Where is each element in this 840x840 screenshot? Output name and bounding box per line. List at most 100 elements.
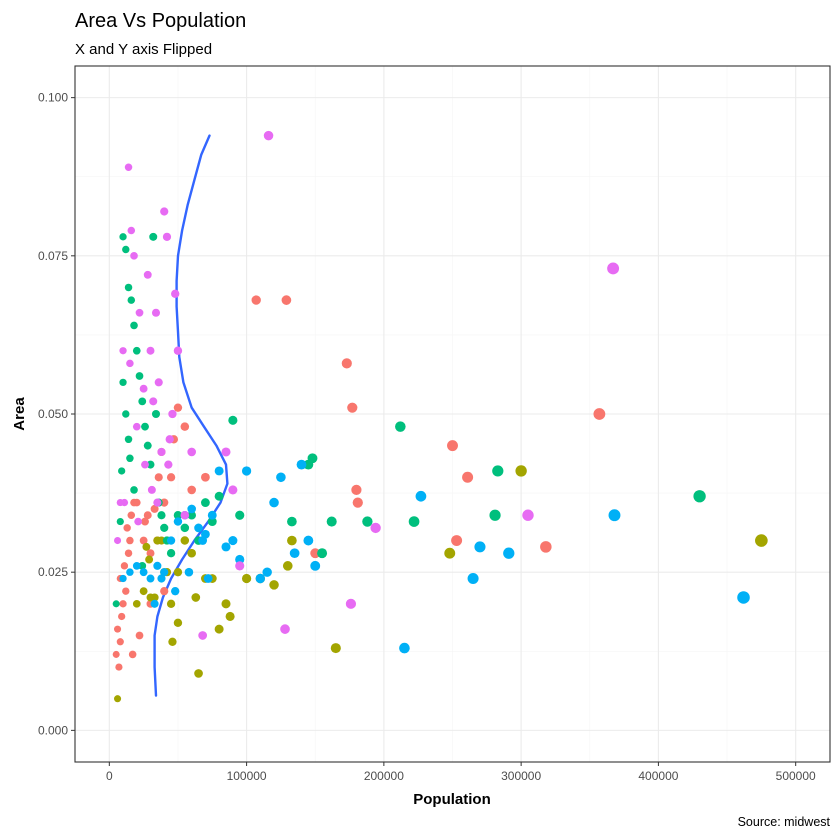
scatter-point: [157, 574, 166, 583]
scatter-point: [608, 509, 621, 522]
scatter-point: [310, 548, 321, 559]
scatter-point: [180, 510, 190, 520]
scatter-point: [540, 541, 552, 553]
scatter-point: [132, 346, 141, 355]
scatter-point: [173, 511, 183, 520]
scatter-point: [187, 548, 196, 558]
scatter-point: [317, 548, 328, 559]
y-axis-title: Area: [11, 397, 28, 431]
scatter-point: [194, 523, 203, 533]
scatter-point: [160, 568, 169, 577]
scatter-point: [115, 663, 123, 671]
scatter-point: [515, 465, 527, 477]
scatter-point: [241, 573, 252, 584]
points: [112, 130, 768, 703]
scatter-point: [123, 524, 131, 532]
scatter-point: [173, 403, 183, 412]
scatter-point: [146, 460, 155, 469]
grid: [75, 66, 830, 762]
scatter-point: [162, 232, 172, 241]
scatter-point: [151, 409, 161, 419]
scatter-point: [164, 460, 173, 469]
scatter-point: [474, 541, 486, 553]
scatter-point: [492, 465, 504, 477]
scatter-point: [122, 410, 130, 418]
scatter-point: [522, 509, 534, 521]
scatter-point: [228, 415, 238, 425]
scatter-point: [132, 422, 141, 431]
scatter-point: [150, 593, 159, 602]
scatter-point: [214, 491, 224, 501]
scatter-point: [221, 599, 231, 609]
scatter-point: [119, 600, 127, 608]
scatter-point: [126, 359, 134, 368]
scatter-point: [326, 516, 337, 527]
scatter-point: [130, 486, 138, 494]
scatter-point: [171, 289, 180, 298]
y-axis: 0.000 0.025 0.050 0.075 0.100: [38, 91, 75, 737]
y-tick-label: 0.050: [38, 407, 68, 421]
y-tick-label: 0.025: [38, 565, 68, 579]
scatter-point: [207, 510, 217, 520]
x-tick-label: 200000: [364, 769, 404, 783]
scatter-point: [114, 625, 122, 633]
scatter-point: [112, 650, 120, 658]
scatter-point: [467, 572, 479, 585]
scatter-point: [201, 498, 210, 507]
scatter-point: [173, 517, 183, 526]
scatter-point: [154, 378, 163, 387]
scatter-point: [173, 567, 183, 577]
scatter-point: [124, 163, 133, 171]
scatter-point: [351, 484, 362, 496]
scatter-point: [119, 233, 127, 241]
scatter-point: [157, 511, 166, 520]
scatter-point: [221, 542, 231, 552]
scatter-point: [395, 421, 406, 432]
scatter-point: [151, 308, 161, 317]
x-axis-title: Population: [413, 791, 491, 808]
y-tick-label: 0.100: [38, 91, 68, 105]
scatter-point: [187, 504, 196, 514]
scatter-point: [135, 631, 144, 640]
scatter-point: [153, 498, 162, 507]
scatter-point: [408, 516, 420, 527]
scatter-point: [114, 695, 122, 703]
scatter-point: [143, 511, 152, 520]
scatter-point: [160, 587, 169, 596]
scatter-point: [187, 485, 196, 495]
scatter-point: [119, 347, 127, 355]
scatter-point: [135, 372, 144, 380]
scatter-point: [345, 598, 357, 609]
scatter-point: [207, 517, 217, 527]
x-tick-label: 100000: [227, 769, 267, 783]
scatter-point: [203, 574, 213, 583]
scatter-point: [122, 587, 130, 595]
scatter-point: [198, 631, 208, 640]
scatter-point: [126, 536, 134, 545]
scatter-point: [138, 397, 147, 406]
chart-subtitle: X and Y axis Flipped: [75, 41, 212, 58]
scatter-point: [124, 283, 133, 292]
scatter-point: [118, 612, 126, 621]
scatter-point: [330, 643, 341, 654]
scatter-point: [198, 536, 208, 545]
scatter-point: [160, 523, 169, 533]
scatter-point: [132, 498, 141, 507]
scatter-point: [132, 562, 141, 570]
scatter-point: [462, 471, 474, 483]
scatter-point: [135, 308, 144, 317]
scatter-point: [187, 510, 196, 520]
scatter-point: [194, 669, 203, 678]
scatter-point: [165, 435, 174, 444]
scatter-point: [263, 130, 274, 141]
scatter-point: [143, 270, 152, 279]
scatter-point: [134, 517, 143, 526]
y-tick-label: 0.000: [38, 723, 68, 737]
scatter-point: [120, 562, 129, 570]
scatter-point: [126, 454, 134, 463]
scatter-point: [399, 642, 410, 654]
scatter-point: [160, 207, 169, 216]
scatter-point: [166, 536, 176, 545]
scatter-point: [262, 567, 272, 577]
